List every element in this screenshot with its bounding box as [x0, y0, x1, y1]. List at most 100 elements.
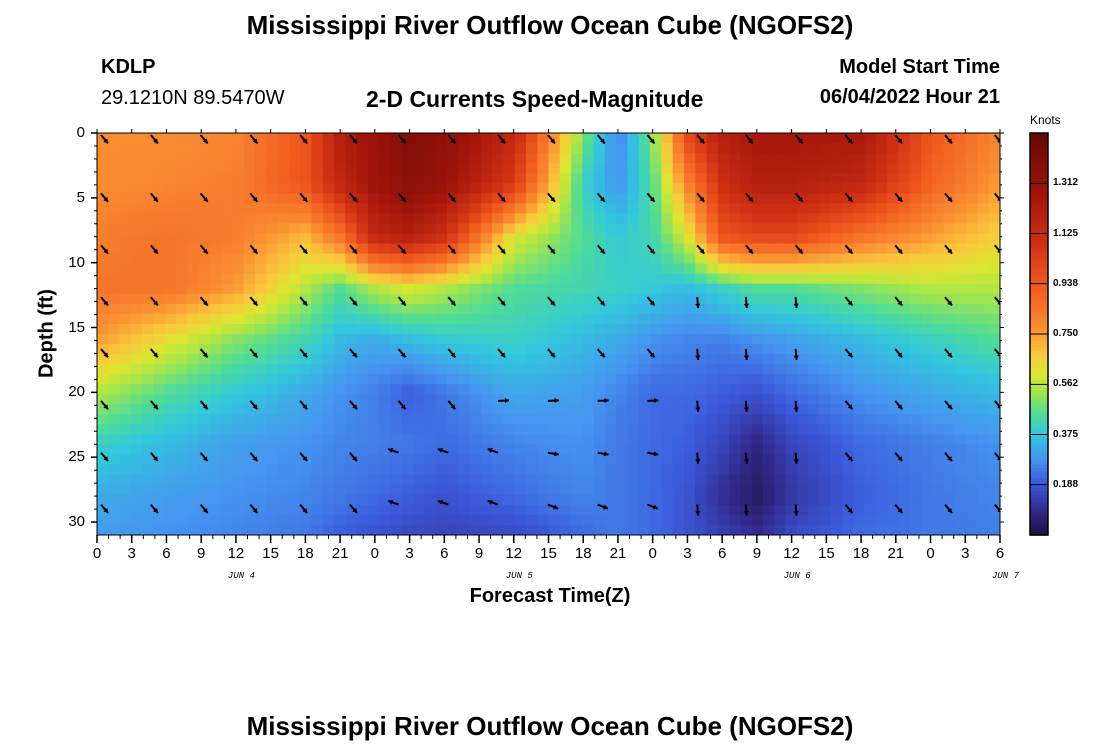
heatmap-cell — [582, 143, 595, 154]
heatmap-cell — [909, 384, 922, 395]
heatmap-cell — [548, 474, 561, 486]
heatmap-cell — [243, 414, 256, 426]
colorbar-segment — [1030, 451, 1048, 456]
heatmap-cell — [887, 454, 900, 466]
heatmap-cell — [548, 464, 561, 476]
heatmap-cell — [390, 434, 403, 446]
heatmap-cell — [243, 223, 256, 235]
heatmap-cell — [424, 414, 437, 426]
heatmap-cell — [616, 524, 629, 535]
heatmap-cell — [503, 444, 516, 456]
heatmap-cell — [774, 444, 787, 456]
heatmap-cell — [288, 494, 301, 506]
heatmap-cell — [740, 223, 753, 235]
heatmap-cell — [345, 354, 358, 365]
current-vector — [100, 503, 109, 514]
heatmap-cell — [300, 263, 313, 275]
heatmap-cell — [401, 354, 414, 365]
heatmap-cell — [164, 334, 177, 345]
heatmap-cell — [108, 494, 121, 506]
heatmap-cell — [548, 273, 561, 285]
heatmap-cell — [841, 153, 854, 164]
heatmap-cell — [266, 153, 279, 164]
heatmap-cell — [638, 374, 651, 385]
heatmap-cell — [356, 404, 369, 415]
heatmap-cell — [898, 163, 911, 174]
heatmap-cell — [616, 514, 629, 526]
heatmap-cell — [616, 133, 629, 144]
heatmap-cell — [638, 414, 651, 426]
heatmap-cell — [571, 404, 583, 415]
current-vector — [894, 400, 904, 410]
heatmap-cell — [808, 394, 820, 405]
heatmap-cell — [379, 354, 392, 365]
current-vector — [150, 452, 159, 462]
heatmap-cell — [379, 464, 392, 476]
heatmap-cell — [729, 354, 741, 365]
heatmap-cell — [808, 334, 820, 345]
heatmap-cell — [887, 203, 900, 214]
heatmap-cell — [864, 354, 877, 365]
heatmap-cell — [966, 233, 979, 245]
heatmap-cell — [379, 454, 392, 466]
heatmap-cell — [514, 253, 527, 265]
heatmap-cell — [898, 193, 911, 204]
heatmap-cell — [537, 203, 550, 214]
heatmap-cell — [571, 354, 583, 365]
heatmap-cell — [108, 374, 121, 385]
heatmap-cell — [221, 173, 234, 184]
heatmap-cell — [977, 213, 990, 225]
colorbar-segment — [1030, 377, 1048, 382]
heatmap-cell — [311, 273, 324, 285]
heatmap-cell — [130, 193, 143, 204]
heatmap-cell — [119, 263, 132, 275]
heatmap-cell — [480, 193, 493, 204]
heatmap-cell — [559, 384, 572, 395]
heatmap-cell — [819, 344, 832, 355]
heatmap-cell — [345, 303, 358, 315]
heatmap-cell — [695, 233, 708, 245]
heatmap-cell — [706, 213, 719, 225]
heatmap-cell — [300, 213, 313, 225]
heatmap-cell — [898, 454, 911, 466]
heatmap-cell — [322, 283, 335, 295]
heatmap-cell — [988, 364, 1000, 375]
heatmap-cell — [695, 354, 708, 365]
current-vector — [993, 296, 1000, 305]
heatmap-cell — [875, 374, 888, 385]
heatmap-cell — [221, 524, 234, 535]
heatmap-cell — [413, 193, 425, 204]
heatmap-cell — [627, 474, 640, 486]
heatmap-cell — [379, 153, 392, 164]
colorbar-segment — [1030, 431, 1048, 436]
heatmap-cell — [424, 293, 437, 305]
heatmap-cell — [875, 364, 888, 375]
heatmap-cell — [503, 143, 516, 154]
heatmap-cell — [480, 313, 493, 325]
colorbar-segment — [1030, 478, 1048, 482]
heatmap-cell — [785, 283, 798, 295]
heatmap-cell — [176, 203, 188, 214]
heatmap-cell — [537, 133, 550, 144]
heatmap-cell — [221, 313, 234, 325]
heatmap-cell — [706, 193, 719, 204]
heatmap-cell — [164, 183, 177, 194]
heatmap-cell — [108, 424, 121, 436]
heatmap-cell — [977, 454, 990, 466]
heatmap-cell — [334, 153, 346, 164]
heatmap-cell — [390, 203, 403, 214]
heatmap-cell — [819, 243, 832, 255]
heatmap-cell — [898, 253, 911, 265]
heatmap-cell — [661, 303, 674, 315]
heatmap-cell — [977, 283, 990, 295]
heatmap-cell — [559, 434, 572, 446]
x-tick-label: 15 — [540, 545, 557, 562]
heatmap-cell — [367, 334, 380, 345]
heatmap-cell — [119, 484, 132, 496]
heatmap-cell — [695, 273, 708, 285]
heatmap-cell — [593, 273, 606, 285]
heatmap-cell — [311, 293, 324, 305]
heatmap-cell — [864, 213, 877, 225]
heatmap-cell — [774, 414, 787, 426]
heatmap-cell — [413, 163, 425, 174]
